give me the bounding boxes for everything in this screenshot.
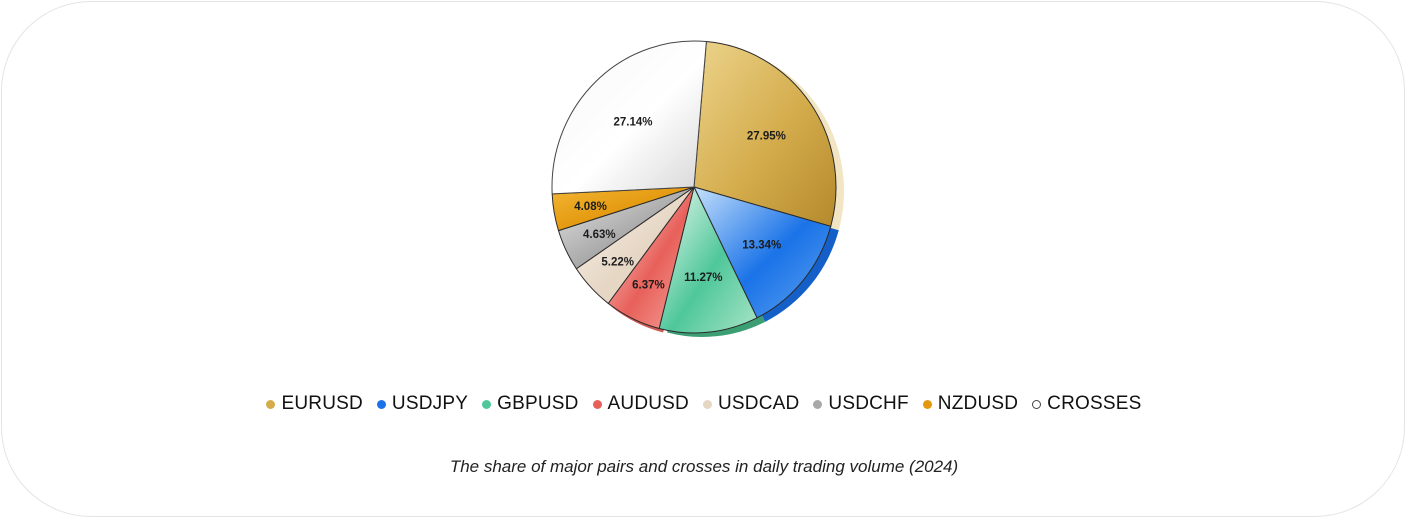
legend-dot-icon [702,399,712,409]
legend-item-nzdusd: NZDUSD [922,393,1019,415]
legend-label: EURUSD [281,393,363,414]
slice-label-usdchf: 4.63% [583,229,616,241]
legend-item-gbpusd: GBPUSD [482,393,578,415]
slice-label-gbpusd: 11.27% [684,272,722,284]
legend-dot-icon [813,399,823,409]
legend-label: NZDUSD [937,393,1019,414]
slice-label-audusd: 6.37% [632,279,665,291]
legend-label: USDJPY [391,393,469,414]
legend-dot-icon [1032,399,1042,409]
legend-dot-icon [482,399,492,409]
legend-dot-icon [922,399,932,409]
slice-label-usdjpy: 13.34% [742,240,781,252]
legend-item-audusd: AUDUSD [592,393,689,415]
pie-slice-eurusd [693,41,837,227]
slice-label-eurusd: 27.95% [747,130,786,142]
legend-label: AUDUSD [607,393,689,414]
legend-item-eurusd: EURUSD [266,393,363,415]
slice-label-crosses: 27.14% [613,117,652,129]
legend-label: USDCAD [717,393,800,414]
legend-dot-icon [266,399,276,409]
legend: EURUSD USDJPY GBPUSD AUDUSD USDCAD USDCHF NZDU… [0,390,1408,418]
pie-slice-usdjpy [693,186,832,319]
slice-label-nzdusd: 4.08% [574,201,607,213]
legend-label: GBPUSD [497,393,579,414]
legend-label: CROSSES [1047,393,1142,414]
legend-item-usdjpy: USDJPY [376,393,469,415]
chart-caption: The share of major pairs and crosses in … [449,457,959,476]
legend-dot-icon [592,399,602,409]
legend-label: USDCHF [828,393,909,414]
legend-item-crosses: CROSSES [1032,393,1141,415]
legend-dot-icon [376,399,386,409]
legend-item-usdcad: USDCAD [702,393,800,415]
pie-slice-gbpusd [658,186,758,334]
pie-slice-crosses [551,40,707,195]
legend-item-usdchf: USDCHF [813,393,909,415]
slice-label-usdcad: 5.22% [601,256,634,268]
